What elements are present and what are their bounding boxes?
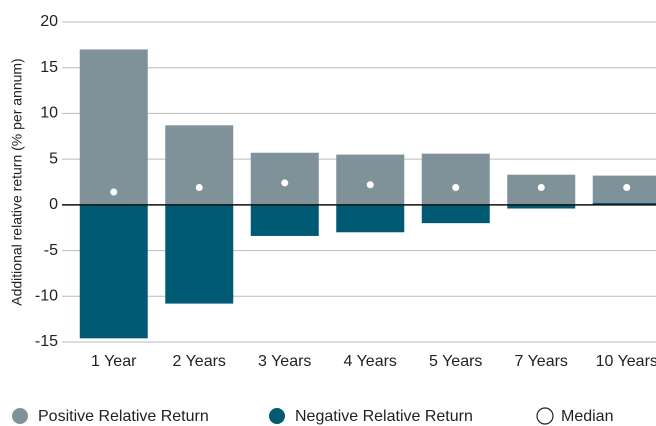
y-tick-label: 20	[40, 13, 58, 30]
x-tick-label: 10 Years	[596, 353, 656, 370]
median-dot	[366, 181, 374, 189]
bar	[507, 204, 576, 209]
bar	[165, 125, 234, 205]
legend-label: Positive Relative Return	[38, 408, 209, 425]
bar	[421, 204, 490, 224]
y-tick-label: -10	[35, 288, 58, 305]
median-dot	[452, 183, 460, 191]
x-tick-label: 5 Years	[429, 353, 482, 370]
y-tick-label: 0	[49, 196, 58, 213]
bar	[592, 175, 656, 205]
y-tick-label: 5	[49, 150, 58, 167]
x-tick-label: 4 Years	[344, 353, 397, 370]
bar	[79, 49, 148, 205]
median-dot	[281, 179, 289, 187]
y-tick-label: 10	[40, 105, 58, 122]
x-tick-label: 1 Year	[91, 353, 137, 370]
legend-marker	[269, 408, 285, 424]
median-dot	[537, 183, 545, 191]
bar	[165, 204, 234, 304]
legend-label: Median	[561, 408, 613, 425]
bar	[250, 152, 319, 205]
median-dot	[195, 183, 203, 191]
y-tick-label: 15	[40, 59, 58, 76]
median-dot	[110, 188, 118, 196]
x-tick-label: 3 Years	[258, 353, 311, 370]
y-tick-label: -15	[35, 333, 58, 350]
bar	[79, 204, 148, 339]
x-tick-label: 2 Years	[173, 353, 226, 370]
bar	[336, 154, 405, 205]
y-axis-label: Additional relative return (% per annum)	[9, 58, 25, 305]
median-dot	[623, 183, 631, 191]
legend-label: Negative Relative Return	[295, 408, 473, 425]
legend-marker	[12, 408, 28, 424]
bar	[336, 204, 405, 233]
legend-marker	[536, 407, 554, 425]
bar	[250, 204, 319, 236]
y-tick-label: -5	[44, 242, 58, 259]
bar	[421, 153, 490, 205]
x-tick-label: 7 Years	[515, 353, 568, 370]
bar	[592, 203, 656, 205]
